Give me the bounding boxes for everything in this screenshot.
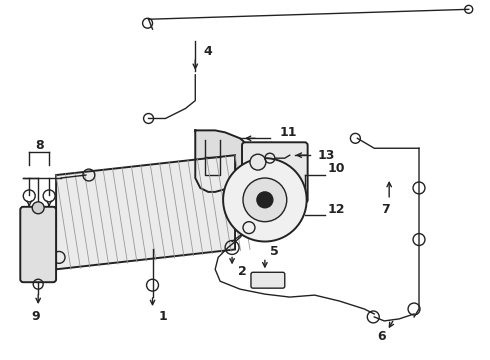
Text: 1: 1 (158, 310, 167, 323)
Polygon shape (196, 130, 248, 192)
Circle shape (243, 178, 287, 222)
FancyBboxPatch shape (20, 207, 56, 282)
Text: 5: 5 (270, 245, 279, 258)
Circle shape (250, 154, 266, 170)
FancyBboxPatch shape (251, 272, 285, 288)
Text: 3: 3 (36, 271, 45, 284)
Text: 9: 9 (31, 310, 40, 323)
Text: 12: 12 (327, 203, 345, 216)
Polygon shape (56, 155, 235, 269)
Text: 13: 13 (318, 149, 335, 162)
Text: 8: 8 (35, 139, 44, 152)
Circle shape (223, 158, 307, 242)
Text: 2: 2 (238, 265, 247, 278)
FancyBboxPatch shape (242, 142, 308, 203)
Circle shape (257, 192, 273, 208)
Text: 10: 10 (327, 162, 345, 175)
Text: 6: 6 (377, 330, 386, 343)
Text: 11: 11 (280, 126, 297, 139)
Text: 4: 4 (203, 45, 212, 58)
Circle shape (32, 202, 44, 214)
Text: 7: 7 (381, 203, 390, 216)
